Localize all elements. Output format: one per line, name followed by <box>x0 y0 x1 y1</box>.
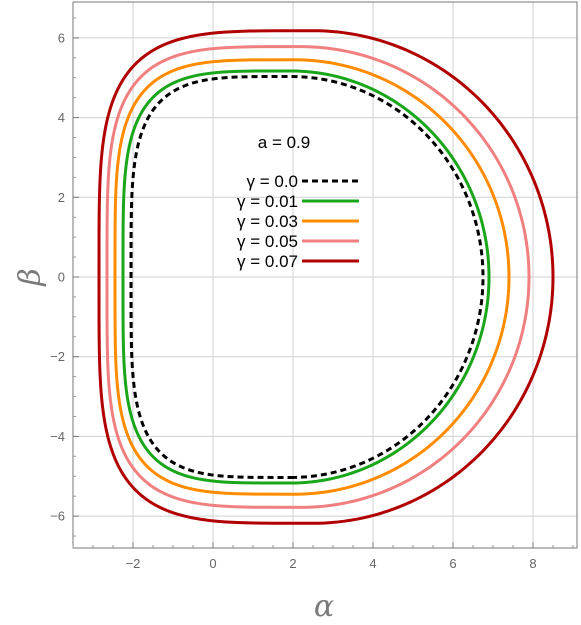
series-curve-1 <box>121 69 491 485</box>
x-axis-title: α <box>314 589 334 624</box>
x-tick-label: 0 <box>209 556 216 571</box>
plot-frame <box>72 1 578 549</box>
x-tick-label: 8 <box>529 556 536 571</box>
y-tick-label: 0 <box>58 269 65 284</box>
legend: γ = 0.0γ = 0.01γ = 0.03γ = 0.05γ = 0.07 <box>237 172 359 271</box>
y-tick-label: −4 <box>50 429 65 444</box>
y-tick-label: 2 <box>58 190 65 205</box>
y-tick-label: −2 <box>50 349 65 364</box>
x-tick-label: 6 <box>449 556 456 571</box>
x-tick-label: 4 <box>369 556 376 571</box>
series-curve-2 <box>113 58 511 496</box>
x-tick-label: −2 <box>126 556 141 571</box>
annotation: a = 0.9 <box>258 133 310 152</box>
legend-label-3: γ = 0.05 <box>237 232 298 251</box>
x-tick-label: 2 <box>289 556 296 571</box>
grid <box>73 2 577 548</box>
y-tick-label: −6 <box>50 509 65 524</box>
y-axis-title: β <box>13 268 48 286</box>
legend-label-4: γ = 0.07 <box>237 252 298 271</box>
curves <box>97 29 555 525</box>
legend-label-0: γ = 0.0 <box>246 172 298 191</box>
ticks: −2 0 2 4 6 8 −6 −4 −2 0 2 4 6 <box>50 17 574 571</box>
series-curve-0 <box>129 75 485 479</box>
legend-label-2: γ = 0.03 <box>237 212 298 231</box>
series-curve-4 <box>97 29 555 525</box>
series-curve-3 <box>105 45 531 509</box>
y-tick-label: 4 <box>58 110 65 125</box>
legend-label-1: γ = 0.01 <box>237 192 298 211</box>
y-tick-label: 6 <box>58 30 65 45</box>
